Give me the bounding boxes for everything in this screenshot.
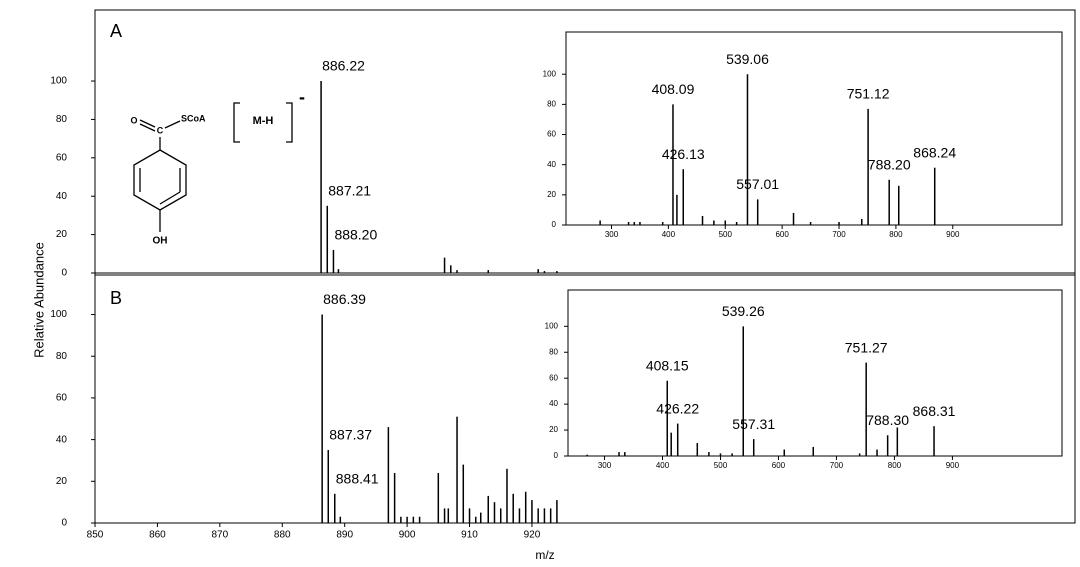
x-tick-label: 400	[656, 461, 670, 470]
panel-label: A	[110, 21, 122, 41]
peak-label: 888.41	[336, 471, 379, 487]
panel-label: B	[110, 288, 122, 308]
y-tick-label: 20	[549, 425, 558, 434]
peak-label: 751.27	[845, 339, 888, 355]
y-tick-label: 60	[547, 130, 556, 139]
y-tick-label: 60	[56, 152, 68, 163]
bond	[139, 123, 156, 132]
charge-label: -	[299, 87, 305, 107]
peak-label: 868.31	[913, 403, 956, 419]
x-tick-label: 300	[605, 230, 619, 239]
x-tick-label: 600	[772, 461, 786, 470]
peak-label: 408.09	[652, 81, 695, 97]
peak-label: 887.37	[329, 427, 372, 443]
peak-label: 539.06	[726, 51, 769, 67]
y-tick-label: 60	[549, 373, 558, 382]
x-tick-label: 500	[719, 230, 733, 239]
bracket	[286, 102, 293, 143]
peak-label: 788.20	[868, 156, 911, 172]
x-tick-label: 800	[888, 461, 902, 470]
bond	[139, 119, 156, 128]
peak-label: 888.20	[334, 227, 377, 243]
x-tick-label: 300	[598, 461, 612, 470]
x-tick-label: 860	[149, 530, 166, 541]
y-tick-label: 40	[549, 399, 558, 408]
x-tick-label: 900	[946, 230, 960, 239]
y-tick-label: 80	[547, 99, 556, 108]
x-tick-label: 890	[336, 530, 353, 541]
y-tick-label: 100	[50, 76, 67, 87]
bond	[164, 120, 181, 129]
x-tick-label: 920	[524, 530, 541, 541]
peak-label: 886.39	[323, 291, 366, 307]
peak-label: 751.12	[847, 86, 890, 102]
ring-bond	[159, 191, 181, 205]
y-tick-label: 100	[545, 321, 559, 330]
peak-label: 788.30	[866, 412, 909, 428]
peak-label: 557.31	[732, 416, 775, 432]
peak-label: 426.13	[662, 146, 705, 162]
y-tick-label: 60	[56, 393, 68, 404]
x-tick-label: 800	[889, 230, 903, 239]
atom-label: C	[157, 125, 164, 135]
y-tick-label: 80	[56, 114, 68, 125]
peak-label: 557.01	[736, 176, 779, 192]
y-tick-label: 100	[50, 309, 67, 320]
atom-label: O	[130, 115, 137, 125]
y-tick-label: 0	[552, 220, 557, 229]
peak-label: 887.21	[328, 183, 371, 199]
x-tick-label: 900	[946, 461, 960, 470]
y-tick-label: 80	[549, 347, 558, 356]
benzene-ring	[133, 149, 187, 211]
peak-label: 886.22	[322, 58, 365, 74]
x-tick-label: 850	[87, 530, 104, 541]
x-tick-label: 700	[830, 461, 844, 470]
x-tick-label: 400	[662, 230, 676, 239]
atom-label: SCoA	[181, 113, 206, 123]
y-tick-label: 40	[547, 160, 556, 169]
inset-frame	[567, 289, 1063, 457]
y-tick-label: 20	[547, 190, 556, 199]
y-tick-label: 40	[56, 191, 68, 202]
atom-label: OH	[153, 236, 168, 247]
peak-label: 868.24	[913, 144, 956, 160]
peak-label: 426.22	[656, 400, 699, 416]
bracket	[233, 102, 240, 143]
peak-label: 408.15	[646, 357, 689, 373]
y-tick-label: 40	[56, 434, 68, 445]
x-tick-label: 880	[274, 530, 291, 541]
x-tick-label: 600	[775, 230, 789, 239]
x-tick-label: 910	[461, 530, 478, 541]
y-tick-label: 20	[56, 476, 68, 487]
structure	[133, 102, 293, 232]
x-tick-label: 500	[714, 461, 728, 470]
x-tick-label: 900	[399, 530, 416, 541]
y-tick-label: 80	[56, 351, 68, 362]
x-tick-label: 700	[832, 230, 846, 239]
y-tick-label: 0	[554, 451, 559, 460]
y-tick-label: 20	[56, 229, 68, 240]
y-tick-label: 0	[61, 268, 67, 279]
y-axis-label: Relative Abundance	[31, 242, 46, 358]
peak-label: 539.26	[722, 303, 765, 319]
x-tick-label: 870	[211, 530, 228, 541]
ion-label: M-H	[253, 115, 274, 127]
y-tick-label: 100	[543, 69, 557, 78]
inset-frame	[565, 31, 1063, 226]
x-axis-label: m/z	[535, 548, 554, 562]
y-tick-label: 0	[61, 518, 67, 529]
